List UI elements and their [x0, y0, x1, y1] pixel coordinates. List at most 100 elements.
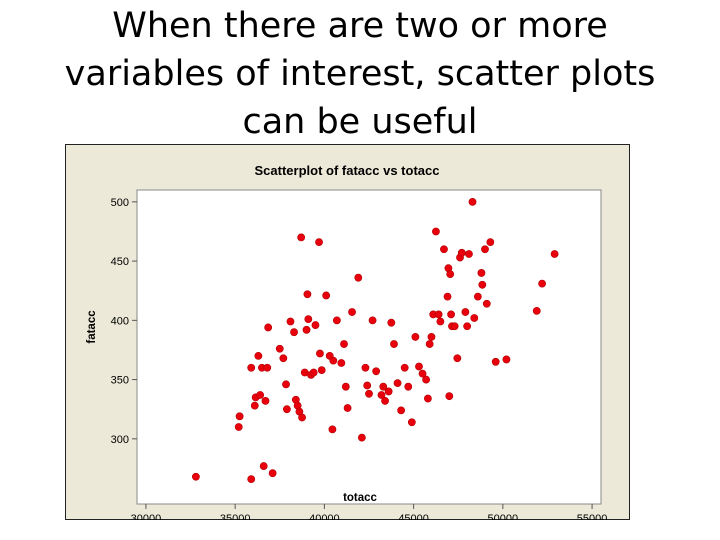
slide-title: When there are two or more variables of …	[20, 2, 700, 146]
data-point	[447, 310, 455, 319]
data-point	[256, 391, 265, 399]
data-point	[477, 269, 486, 277]
slide-title-line-3: can be useful	[242, 102, 478, 142]
data-point	[532, 306, 541, 315]
data-point	[357, 433, 366, 442]
data-point	[264, 323, 273, 332]
data-point	[465, 250, 473, 258]
y-axis-label: fatacc	[86, 310, 98, 344]
data-point	[365, 389, 373, 398]
data-point	[418, 369, 427, 378]
data-point	[397, 406, 406, 415]
data-point	[282, 380, 290, 389]
data-point	[446, 270, 455, 279]
data-point	[268, 469, 277, 478]
data-point	[453, 354, 462, 363]
data-point	[427, 333, 436, 341]
data-point	[486, 238, 495, 247]
data-point	[372, 367, 381, 376]
data-point	[303, 290, 312, 299]
data-point	[473, 292, 482, 301]
data-point	[234, 423, 243, 431]
data-point	[290, 328, 298, 337]
data-point	[348, 308, 356, 316]
y-tick-label: 400	[111, 315, 129, 327]
data-point	[393, 379, 402, 388]
data-point	[425, 340, 434, 348]
data-point	[298, 413, 306, 422]
x-axis-label: totacc	[343, 492, 377, 504]
data-point	[316, 349, 324, 358]
data-point	[550, 250, 559, 258]
x-tick-label: 55000	[577, 513, 608, 520]
data-point	[387, 318, 396, 327]
data-point	[361, 363, 370, 372]
y-axis: 300 350 400 450 500	[111, 197, 137, 446]
data-point	[434, 310, 443, 319]
data-point	[311, 321, 320, 329]
data-point	[354, 273, 363, 282]
data-point	[328, 425, 337, 434]
data-point	[337, 359, 346, 367]
data-point	[275, 344, 284, 353]
data-point	[329, 356, 338, 365]
data-point	[259, 462, 268, 470]
data-point	[423, 394, 432, 403]
data-point	[191, 472, 200, 481]
data-point	[457, 248, 466, 257]
data-point	[400, 363, 409, 372]
data-point	[470, 314, 479, 322]
data-point	[468, 197, 477, 206]
y-tick-label: 300	[111, 434, 129, 446]
data-point	[235, 412, 244, 421]
scatter-chart: Scatterplot of fatacc vs totacc 30000 350…	[65, 144, 630, 525]
data-point	[302, 325, 311, 334]
data-point	[363, 381, 372, 390]
data-point	[250, 401, 259, 410]
data-point	[283, 405, 291, 414]
data-point	[450, 322, 459, 331]
data-point	[445, 392, 454, 401]
data-point	[443, 292, 452, 301]
data-point	[368, 316, 377, 325]
data-point	[317, 366, 326, 375]
data-point	[279, 354, 288, 363]
data-point	[411, 333, 420, 341]
data-points	[191, 197, 559, 484]
x-tick-label: 35000	[220, 513, 251, 520]
data-point	[440, 245, 448, 254]
y-tick-label: 500	[111, 197, 129, 209]
data-point	[381, 397, 389, 405]
data-point	[322, 291, 331, 300]
data-point	[461, 308, 470, 316]
data-point	[304, 315, 313, 324]
data-point	[332, 316, 341, 325]
data-point	[538, 279, 547, 288]
x-tick-label: 50000	[488, 513, 519, 520]
data-point	[263, 363, 272, 372]
data-point	[254, 351, 263, 360]
data-point	[379, 382, 388, 391]
x-tick-label: 45000	[398, 513, 429, 520]
x-tick-label: 30000	[131, 513, 162, 520]
x-tick-label: 40000	[309, 513, 340, 520]
data-point	[377, 391, 386, 399]
data-point	[478, 280, 487, 289]
chart-frame: Scatterplot of fatacc vs totacc 30000 350…	[65, 144, 630, 525]
data-point	[261, 397, 270, 405]
data-point	[482, 299, 491, 308]
data-point	[481, 245, 489, 254]
y-tick-label: 350	[111, 375, 129, 387]
data-point	[491, 357, 500, 366]
data-point	[407, 418, 416, 427]
data-point	[463, 322, 472, 331]
data-point	[432, 227, 440, 236]
data-point	[422, 375, 431, 384]
data-point	[247, 363, 256, 372]
slide-title-line-2: variables of interest, scatter plots	[64, 54, 656, 94]
plot-area	[136, 189, 602, 505]
data-point	[384, 387, 393, 396]
data-point	[297, 233, 306, 242]
data-point	[502, 355, 511, 364]
data-point	[309, 368, 318, 377]
